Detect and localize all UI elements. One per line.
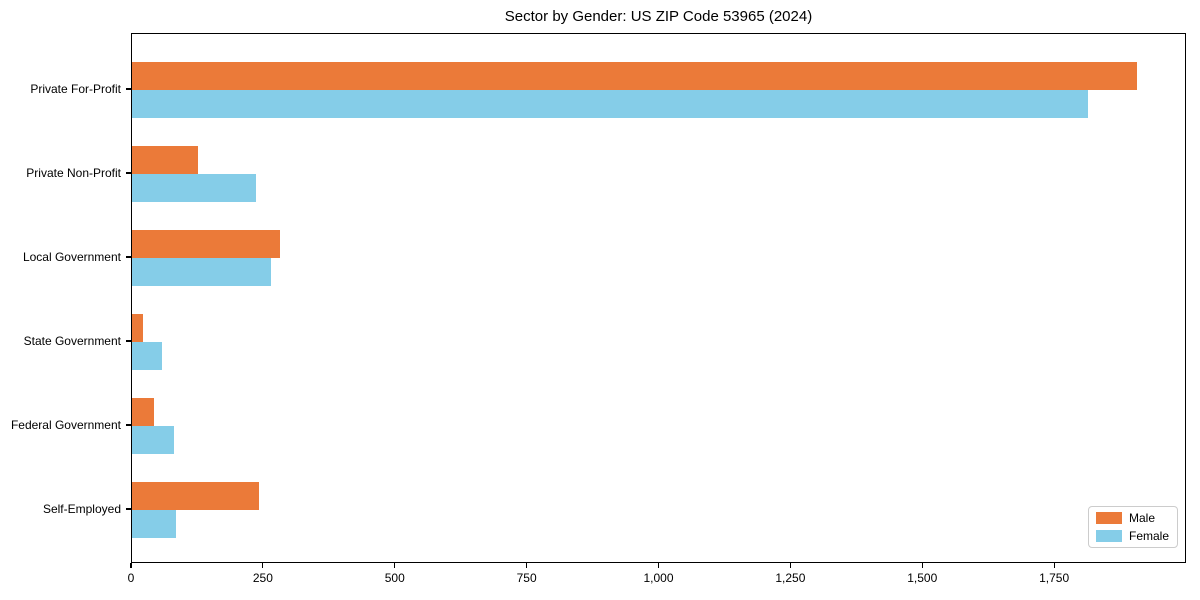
legend-item-male: Male: [1096, 511, 1170, 525]
x-tick-label: 0: [127, 571, 135, 585]
bar-male-4: [132, 398, 155, 426]
legend-label-female: Female: [1129, 529, 1170, 543]
x-tick-mark: [262, 563, 264, 568]
bar-male-5: [132, 482, 260, 510]
y-tick-label: Federal Government: [10, 418, 121, 432]
x-tick-label: 250: [252, 571, 273, 585]
x-tick-label: 1,250: [775, 571, 806, 585]
bar-male-2: [132, 230, 281, 258]
chart-title: Sector by Gender: US ZIP Code 53965 (202…: [504, 8, 813, 25]
x-tick-mark: [526, 563, 528, 568]
bar-male-1: [132, 146, 198, 174]
y-tick-label: Self-Employed: [42, 502, 121, 516]
y-tick-label: Private Non-Profit: [26, 166, 121, 180]
bar-female-1: [132, 174, 256, 202]
x-tick-mark: [657, 563, 660, 568]
x-tick-label: 500: [384, 571, 405, 585]
bar-male-3: [132, 314, 144, 342]
bar-male-0: [132, 62, 1137, 90]
x-tick-label: 1,750: [1039, 571, 1070, 585]
x-tick-mark: [921, 563, 923, 568]
y-tick-label: Local Government: [22, 250, 121, 264]
bar-female-5: [132, 510, 177, 538]
x-tick-label: 750: [516, 571, 537, 585]
y-tick-mark: [126, 172, 131, 174]
bar-female-0: [132, 90, 1088, 118]
legend-male-swatch-icon: [1096, 512, 1122, 524]
y-tick-mark: [126, 88, 131, 90]
bar-female-2: [132, 258, 272, 286]
y-tick-mark: [126, 256, 131, 258]
x-tick-mark: [394, 563, 396, 568]
legend-label-male: Male: [1129, 511, 1156, 525]
x-tick-label: 1,500: [907, 571, 938, 585]
plot-area: [131, 33, 1186, 563]
y-tick-mark: [126, 508, 131, 510]
x-tick-label: 1,000: [643, 571, 674, 585]
y-tick-label: State Government: [23, 334, 121, 348]
y-tick-mark: [126, 424, 131, 426]
bar-female-4: [132, 426, 175, 454]
y-tick-label: Private For-Profit: [30, 82, 121, 96]
y-tick-mark: [126, 340, 131, 342]
legend: Male Female: [1088, 506, 1178, 548]
legend-item-female: Female: [1096, 529, 1170, 543]
legend-female-swatch-icon: [1096, 530, 1122, 542]
bar-female-3: [132, 342, 163, 370]
x-tick-mark: [130, 563, 132, 568]
x-tick-mark: [1053, 563, 1055, 568]
x-tick-mark: [789, 563, 791, 568]
